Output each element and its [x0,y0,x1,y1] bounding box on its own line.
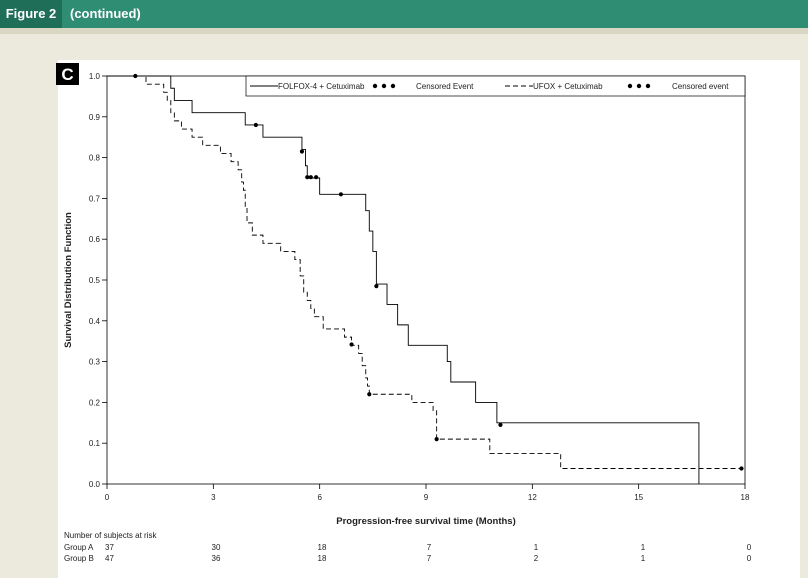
legend-censor-label-2: Censored event [672,82,729,91]
series-line-2 [107,75,745,469]
series-line-1 [107,75,700,484]
y-axis-label: Survival Distribution Function [63,212,74,348]
censor-mark-1 [498,422,503,427]
x-tick-label: 6 [317,493,322,502]
x-tick-label: 15 [634,493,643,502]
legend-label-2: UFOX + Cetuximab [533,82,603,91]
risk-count: 0 [746,543,752,552]
panel-label-box [56,63,79,85]
y-tick-label: 0.0 [89,480,101,489]
x-tick-label: 3 [211,493,216,502]
legend-censor-dot [372,83,378,89]
censor-mark-2 [434,437,439,442]
x-tick-label: 9 [424,493,429,502]
censor-mark-1 [299,149,305,154]
risk-group-label: Group A [64,543,94,552]
censor-mark-2 [367,392,372,397]
legend-censor-dot [627,83,633,89]
censor-mark-1 [314,175,319,180]
risk-count: 7 [426,543,432,552]
figure-continued-label: (continued) [70,6,141,21]
y-tick-label: 0.8 [89,154,101,163]
chart-legend: FOLFOX-4 + Cetuximab Censored Event UFOX +… [245,75,746,97]
chart-curves [107,73,745,484]
legend-censor-dot [636,83,642,89]
figure-label: Figure 2 [0,0,62,28]
figure-header: Figure 2 (continued) [0,0,808,28]
y-tick-label: 0.6 [89,235,101,244]
risk-count: 1 [640,543,646,552]
x-tick-label: 12 [528,493,537,502]
risk-count: 1 [640,554,646,563]
panel-label: C [61,65,73,84]
legend-censor-dot [645,83,651,89]
censor-mark-2 [349,342,354,347]
legend-censor-dot [390,83,396,89]
risk-count: 7 [426,554,432,563]
legend-label-1: FOLFOX-4 + Cetuximab [278,82,365,91]
y-tick-label: 0.3 [89,358,101,367]
y-tick-label: 0.2 [89,398,101,407]
censor-mark-1 [253,122,258,128]
y-tick-label: 0.7 [89,194,101,203]
censor-mark-1 [305,175,310,180]
risk-count: 18 [317,554,327,563]
x-tick-label: 0 [105,493,110,502]
risk-group-label: Group B [64,554,94,563]
risk-count: 1 [533,543,539,552]
y-tick-label: 0.1 [89,439,101,448]
risk-count: 37 [105,543,114,552]
y-tick-label: 0.5 [89,276,101,285]
risk-count: 47 [105,554,114,563]
risk-count: 30 [211,543,221,552]
legend-censor-dot [381,83,387,89]
legend-box [245,75,746,97]
y-tick-label: 0.4 [89,317,101,326]
x-tick-label: 18 [741,493,750,502]
risk-count: 2 [533,554,539,563]
censor-mark-1 [338,192,344,197]
censor-mark-2 [739,466,744,471]
chart-axes: C 0.0 0.1 0.2 0.3 0.4 0.5 0.6 0.7 0.8 0.9 1.0 0 3 6 9 12… [56,63,750,527]
y-tick-label: 1.0 [89,72,101,81]
y-tick-label: 0.9 [89,113,101,122]
censor-mark-1 [374,284,379,289]
risk-count: 36 [211,554,221,563]
x-axis-label: Progression-free survival time (Months) [336,516,515,527]
risk-count: 0 [746,554,752,563]
chart-panel [58,60,800,578]
risk-count: 18 [317,543,327,552]
censor-mark-1 [308,175,313,180]
header-stripe [0,28,808,34]
legend-censor-label-1: Censored Event [416,82,474,91]
risk-table-title: Number of subjects at risk [64,531,157,540]
